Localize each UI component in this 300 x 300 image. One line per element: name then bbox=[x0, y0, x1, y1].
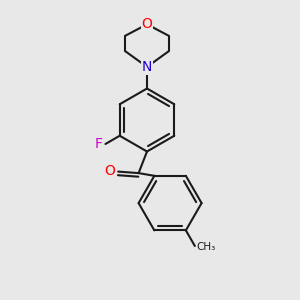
Text: F: F bbox=[95, 137, 103, 151]
Text: O: O bbox=[142, 17, 152, 31]
Text: O: O bbox=[104, 164, 115, 178]
Text: N: N bbox=[142, 60, 152, 74]
Text: CH₃: CH₃ bbox=[196, 242, 216, 252]
